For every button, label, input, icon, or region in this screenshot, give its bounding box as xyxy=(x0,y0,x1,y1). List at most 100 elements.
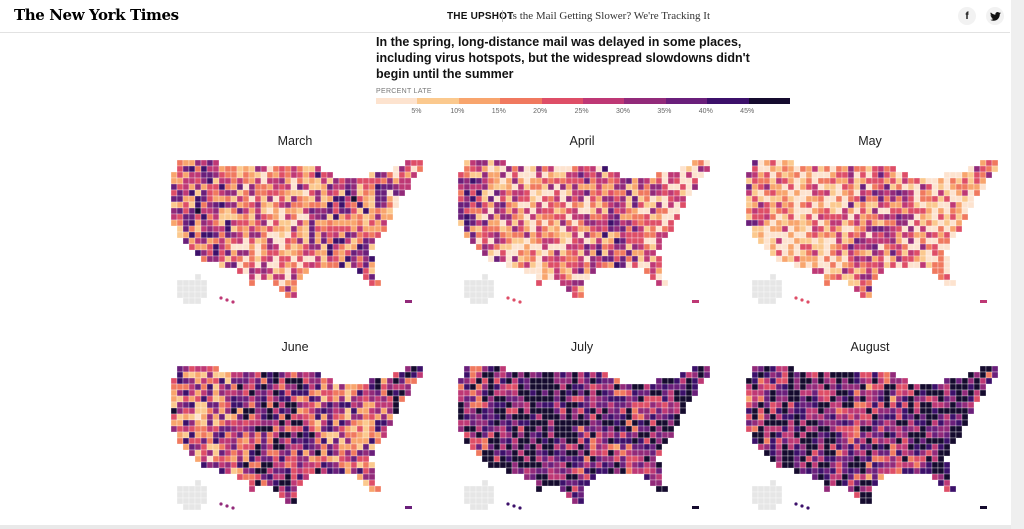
county-cell[interactable] xyxy=(847,443,855,451)
county-cell[interactable] xyxy=(913,183,921,191)
county-cell[interactable] xyxy=(493,437,501,445)
county-cell[interactable] xyxy=(775,249,783,257)
county-cell[interactable] xyxy=(266,243,274,251)
county-cell[interactable] xyxy=(212,255,220,263)
county-cell[interactable] xyxy=(901,449,909,457)
county-cell[interactable] xyxy=(631,413,639,421)
county-cell[interactable] xyxy=(481,219,489,227)
county-cell[interactable] xyxy=(907,237,915,245)
county-cell[interactable] xyxy=(517,419,525,427)
county-cell[interactable] xyxy=(763,231,771,239)
county-cell[interactable] xyxy=(979,159,987,167)
county-cell[interactable] xyxy=(332,401,340,409)
county-cell[interactable] xyxy=(979,183,987,191)
county-cell[interactable] xyxy=(182,165,190,173)
county-cell[interactable] xyxy=(943,213,951,221)
county-cell[interactable] xyxy=(607,201,615,209)
county-cell[interactable] xyxy=(823,237,831,245)
county-cell[interactable] xyxy=(637,467,645,475)
county-cell[interactable] xyxy=(535,479,543,487)
county-cell[interactable] xyxy=(667,407,675,415)
county-cell[interactable] xyxy=(194,425,202,433)
county-cell[interactable] xyxy=(571,285,579,293)
county-cell[interactable] xyxy=(254,413,262,421)
county-cell[interactable] xyxy=(907,195,915,203)
county-cell[interactable] xyxy=(595,401,603,409)
county-cell[interactable] xyxy=(799,261,807,269)
county-cell[interactable] xyxy=(254,219,262,227)
county-cell[interactable] xyxy=(260,371,268,379)
county-cell[interactable] xyxy=(577,455,585,463)
county-cell[interactable] xyxy=(463,413,471,421)
county-cell[interactable] xyxy=(266,455,274,463)
county-cell[interactable] xyxy=(296,261,304,269)
county-cell[interactable] xyxy=(541,171,549,179)
county-cell[interactable] xyxy=(601,183,609,191)
county-cell[interactable] xyxy=(787,401,795,409)
county-cell[interactable] xyxy=(475,503,483,511)
county-cell[interactable] xyxy=(218,419,226,427)
county-cell[interactable] xyxy=(817,243,825,251)
county-cell[interactable] xyxy=(811,437,819,445)
county-cell[interactable] xyxy=(308,401,316,409)
county-cell[interactable] xyxy=(230,219,238,227)
county-cell[interactable] xyxy=(907,255,915,263)
county-cell[interactable] xyxy=(541,219,549,227)
county-cell[interactable] xyxy=(913,195,921,203)
county-cell[interactable] xyxy=(757,195,765,203)
county-cell[interactable] xyxy=(350,237,358,245)
county-cell[interactable] xyxy=(613,461,621,469)
county-cell[interactable] xyxy=(787,177,795,185)
county-cell[interactable] xyxy=(601,389,609,397)
county-cell[interactable] xyxy=(637,395,645,403)
county-cell[interactable] xyxy=(302,165,310,173)
county-cell[interactable] xyxy=(553,431,561,439)
county-cell[interactable] xyxy=(236,255,244,263)
county-cell[interactable] xyxy=(595,183,603,191)
county-cell[interactable] xyxy=(931,395,939,403)
county-cell[interactable] xyxy=(547,243,555,251)
county-cell[interactable] xyxy=(535,371,543,379)
county-cell[interactable] xyxy=(613,171,621,179)
county-cell[interactable] xyxy=(595,425,603,433)
county-cell[interactable] xyxy=(655,401,663,409)
county-cell[interactable] xyxy=(248,401,256,409)
county-cell[interactable] xyxy=(188,213,196,221)
county-cell[interactable] xyxy=(547,171,555,179)
county-cell[interactable] xyxy=(410,365,418,373)
county-cell[interactable] xyxy=(769,371,777,379)
county-cell[interactable] xyxy=(194,497,202,505)
county-cell[interactable] xyxy=(865,407,873,415)
county-cell[interactable] xyxy=(745,183,753,191)
county-cell[interactable] xyxy=(242,419,250,427)
county-cell[interactable] xyxy=(559,201,567,209)
county-cell[interactable] xyxy=(823,201,831,209)
county-cell[interactable] xyxy=(368,431,376,439)
county-cell[interactable] xyxy=(266,219,274,227)
county-cell[interactable] xyxy=(877,455,885,463)
county-cell[interactable] xyxy=(685,177,693,185)
county-cell[interactable] xyxy=(631,407,639,415)
county-cell[interactable] xyxy=(829,455,837,463)
county-cell[interactable] xyxy=(631,461,639,469)
county-cell[interactable] xyxy=(374,401,382,409)
county-cell[interactable] xyxy=(188,225,196,233)
county-cell[interactable] xyxy=(829,449,837,457)
county-cell[interactable] xyxy=(607,189,615,197)
county-cell[interactable] xyxy=(230,171,238,179)
county-cell[interactable] xyxy=(296,237,304,245)
county-cell[interactable] xyxy=(469,159,477,167)
county-cell[interactable] xyxy=(266,473,274,481)
county-cell[interactable] xyxy=(847,213,855,221)
county-cell[interactable] xyxy=(871,401,879,409)
county-cell[interactable] xyxy=(583,425,591,433)
county-cell[interactable] xyxy=(463,497,471,505)
county-cell[interactable] xyxy=(907,243,915,251)
county-cell[interactable] xyxy=(811,219,819,227)
county-cell[interactable] xyxy=(823,213,831,221)
county-cell[interactable] xyxy=(577,177,585,185)
county-cell[interactable] xyxy=(799,455,807,463)
county-cell[interactable] xyxy=(949,201,957,209)
county-cell[interactable] xyxy=(889,419,897,427)
hawaii-county[interactable] xyxy=(219,502,223,506)
